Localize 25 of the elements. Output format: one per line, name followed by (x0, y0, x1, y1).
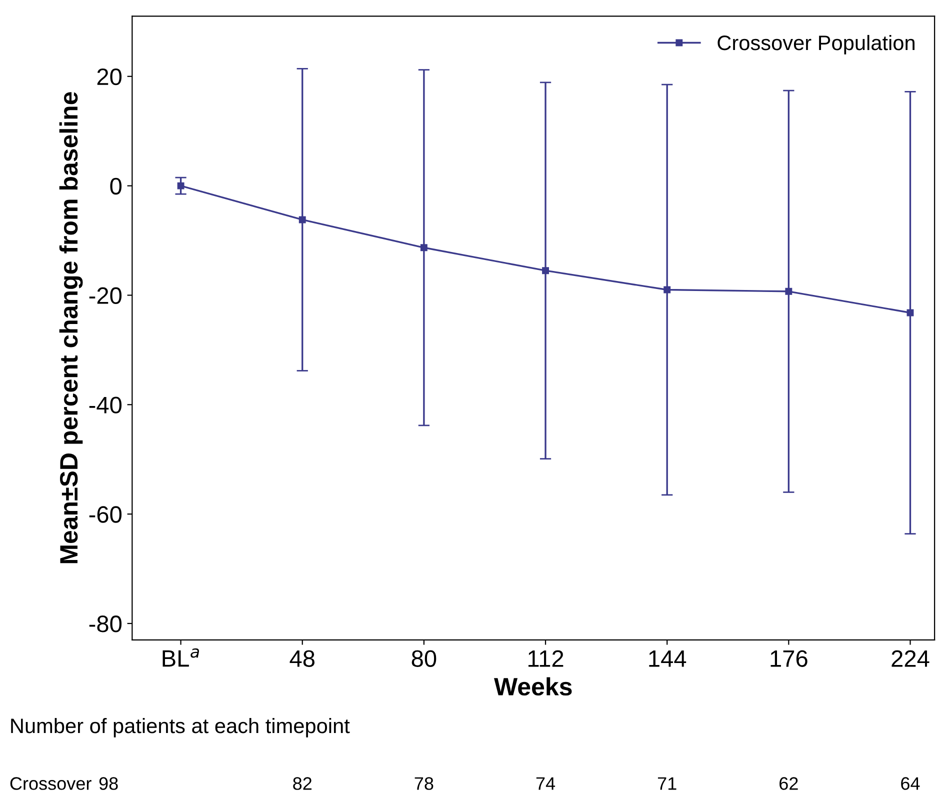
y-tick-label: -80 (89, 616, 122, 632)
text: 82 (293, 777, 312, 790)
text: 74 (536, 777, 556, 790)
x-tick-label: 112 (528, 650, 564, 667)
legend-label: Crossover Population (718, 34, 914, 54)
y-tick-label: -40 (89, 396, 122, 414)
text: Crossover (10, 777, 92, 790)
y-tick-label: -60 (89, 506, 122, 523)
x-tick-label: 144 (649, 650, 686, 667)
y-tick-label: 0 (110, 178, 122, 195)
x-tick-label: 80 (412, 650, 436, 667)
y-axis-title: Mean±SD percent change from baseline (59, 92, 83, 564)
x-tick-label: 176 (770, 650, 808, 667)
text: 78 (414, 777, 434, 790)
x-tick-label: 224 (892, 650, 930, 667)
text: 71 (658, 777, 676, 790)
text: 64 (901, 777, 920, 790)
x-tick-label: 48 (290, 650, 314, 667)
x-axis-title: Weeks (494, 677, 572, 696)
text: Number of patients at each timepoint (11, 718, 350, 738)
y-tick-label: 20 (97, 68, 122, 86)
text: 62 (780, 777, 798, 790)
x-tick-label: BL$^{a}$ (162, 648, 199, 667)
text: 98 (99, 777, 118, 790)
y-tick-label: -20 (89, 287, 122, 304)
